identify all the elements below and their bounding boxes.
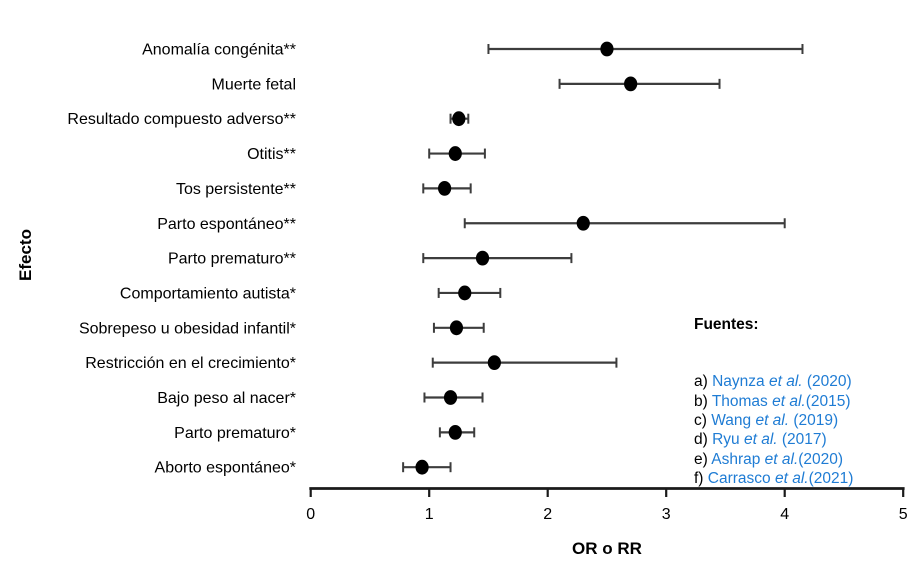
point-marker xyxy=(452,111,466,127)
category-label: Anomalía congénita** xyxy=(142,42,296,59)
legend-title: Fuentes: xyxy=(694,315,759,333)
x-tick-label: 4 xyxy=(780,506,789,523)
legend-item-prefix: a) xyxy=(694,373,713,391)
x-tick-label: 3 xyxy=(662,506,671,523)
point-marker xyxy=(448,146,462,161)
forest-row: Parto prematuro* xyxy=(174,424,476,442)
point-marker xyxy=(449,320,464,336)
legend-item: d) Ryu et al. (2017) xyxy=(694,430,853,449)
point-marker xyxy=(624,76,638,92)
citation-link[interactable]: Wang et al. (2019) xyxy=(711,412,839,430)
point-marker xyxy=(415,459,429,475)
y-axis-title: Efecto xyxy=(16,229,35,281)
forest-row: Muerte fetal xyxy=(212,76,721,93)
forest-row: Comportamiento autista* xyxy=(120,285,502,302)
legend-item: b) Thomas et al.(2015) xyxy=(694,392,853,411)
point-marker xyxy=(458,285,472,301)
citation-link[interactable]: Ryu et al. (2017) xyxy=(712,431,827,449)
category-label: Restricción en el crecimiento* xyxy=(85,355,296,372)
forest-row: Resultado compuesto adverso** xyxy=(67,111,470,128)
x-tick-label: 0 xyxy=(306,506,315,523)
point-marker xyxy=(600,41,614,57)
x-tick-label: 1 xyxy=(425,506,434,523)
category-label: Bajo peso al nacer* xyxy=(157,390,296,407)
forest-row: Restricción en el crecimiento* xyxy=(85,355,618,372)
point-marker xyxy=(487,355,501,371)
category-label: Parto prematuro** xyxy=(168,251,296,268)
category-label: Tos persistente** xyxy=(176,181,296,198)
forest-row: Aborto espontáneo* xyxy=(155,459,452,477)
plot-rows: Anomalía congénita** Muerte fetal Resultad… xyxy=(67,41,804,477)
legend-item: c) Wang et al. (2019) xyxy=(694,411,853,430)
citation-link[interactable]: Thomas et al.(2015) xyxy=(711,392,851,410)
category-label: Resultado compuesto adverso** xyxy=(67,111,296,128)
forest-row: Sobrepeso u obesidad infantil* xyxy=(79,320,485,337)
x-axis-title: OR o RR xyxy=(572,539,642,558)
point-marker xyxy=(448,424,462,440)
citation-link[interactable]: Carrasco et al.(2021) xyxy=(707,469,854,487)
sources-legend: Fuentes: a) Naynza et al. (2020) b) Thoma… xyxy=(694,276,853,527)
forest-row: Anomalía congénita** xyxy=(142,41,804,59)
forest-row: Bajo peso al nacer* xyxy=(157,390,484,407)
forest-row: Parto prematuro** xyxy=(168,250,573,268)
forest-row: Parto espontáneo** xyxy=(157,215,786,233)
point-marker xyxy=(443,390,458,405)
category-label: Muerte fetal xyxy=(212,76,296,93)
point-marker xyxy=(438,181,452,196)
point-marker xyxy=(475,250,490,266)
x-axis: 0 1 2 3 4 5 xyxy=(306,487,908,523)
category-label: Parto prematuro* xyxy=(174,425,296,442)
category-label: Otitis** xyxy=(247,146,296,163)
category-label: Sobrepeso u obesidad infantil* xyxy=(79,320,296,337)
forest-row: Tos persistente** xyxy=(176,181,472,198)
legend-item: f) Carrasco et al.(2021) xyxy=(694,469,853,488)
legend-item-prefix: c) xyxy=(694,412,712,430)
x-tick-label: 2 xyxy=(543,506,552,523)
legend-item: a) Naynza et al. (2020) xyxy=(694,372,853,391)
category-label: Parto espontáneo** xyxy=(157,216,296,233)
x-tick-label: 5 xyxy=(899,506,908,523)
citation-link[interactable]: Naynza et al. (2020) xyxy=(712,373,852,391)
legend-item: e) Ashrap et al.(2020) xyxy=(694,450,853,469)
forest-row: Otitis** xyxy=(247,146,486,163)
legend-item-prefix: d) xyxy=(694,431,713,449)
category-label: Aborto espontáneo* xyxy=(155,460,296,477)
legend-item-prefix: b) xyxy=(694,392,712,410)
legend-item-prefix: e) xyxy=(694,450,712,468)
citation-link[interactable]: Ashrap et al.(2020) xyxy=(711,450,844,468)
point-marker xyxy=(576,215,590,231)
legend-item-prefix: f) xyxy=(694,469,708,487)
legend-items: a) Naynza et al. (2020) b) Thomas et al.(… xyxy=(694,372,853,488)
category-label: Comportamiento autista* xyxy=(120,285,296,302)
